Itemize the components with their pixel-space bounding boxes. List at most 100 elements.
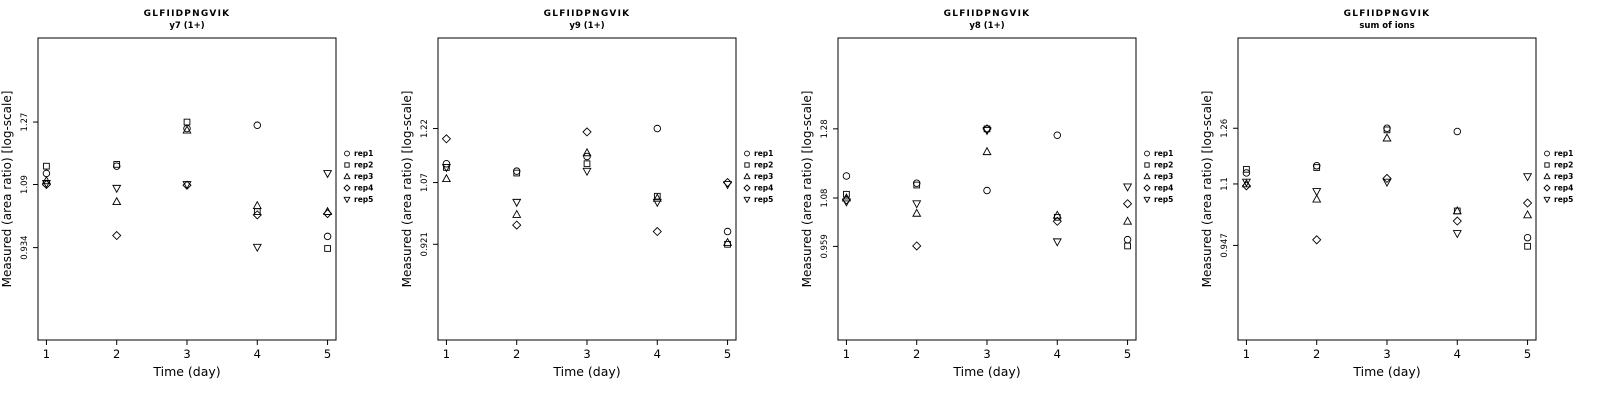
y-axis-label: Measured (area ratio) [log-scale] <box>400 91 414 288</box>
point-rep5-day1 <box>1241 178 1251 188</box>
legend-marker-rep3 <box>1143 172 1151 180</box>
point-rep3-day5 <box>1523 210 1533 219</box>
legend-label: rep4 <box>354 184 373 193</box>
point-rep2-day2 <box>513 169 521 177</box>
point-rep3-day3 <box>182 125 192 134</box>
legend-marker-rep2 <box>344 162 350 168</box>
y-tick-label: 1.28 <box>820 119 830 138</box>
y-tick-label: 1.08 <box>820 189 830 208</box>
point-rep2-day2 <box>113 161 121 168</box>
point-rep3-day4 <box>1452 206 1462 215</box>
point-rep5-day5 <box>323 170 333 179</box>
point-rep5-day4 <box>252 243 262 253</box>
point-rep4-day4 <box>1452 216 1462 226</box>
legend-label: rep5 <box>754 195 773 204</box>
y-axis-label: Measured (area ratio) [log-scale] <box>1200 91 1214 288</box>
legend: rep1 rep2 rep3 rep4 rep5 <box>743 149 773 204</box>
point-rep4-day4 <box>652 226 662 237</box>
legend-marker-rep3 <box>343 172 351 180</box>
legend: rep1 rep2 rep3 rep4 rep5 <box>1143 149 1173 204</box>
legend-marker-rep3 <box>743 172 751 180</box>
point-rep2-day1 <box>1243 165 1250 173</box>
y-tick-label: 1.27 <box>20 113 30 132</box>
legend-label: rep5 <box>1554 195 1573 204</box>
y-tick-label: 1.09 <box>20 175 30 194</box>
x-tick-label: 2 <box>913 347 920 361</box>
point-rep3-day5 <box>323 206 333 215</box>
panel-y8: GLFIIDPNGVIK y8 (1+) Measured (area ratio)… <box>800 9 1173 379</box>
x-tick-label: 1 <box>43 347 50 361</box>
x-tick-label: 1 <box>843 347 850 361</box>
point-rep1-day4 <box>253 121 262 130</box>
point-rep3-day2 <box>912 208 922 217</box>
point-rep4-day3 <box>1382 173 1392 184</box>
legend-label: rep2 <box>1554 161 1573 170</box>
point-rep1-day4 <box>1453 127 1462 136</box>
panel-title: GLFIIDPNGVIK <box>144 9 231 19</box>
legend-marker-rep4 <box>1143 184 1151 192</box>
legend-label: rep3 <box>1154 172 1173 181</box>
point-rep1-day3 <box>1383 124 1391 132</box>
x-tick-label: 2 <box>513 347 520 361</box>
point-rep5-day3 <box>982 127 992 136</box>
panel-title: GLFIIDPNGVIK <box>944 9 1031 19</box>
point-rep4-day5 <box>1122 199 1133 209</box>
y-axis-label: Measured (area ratio) [log-scale] <box>0 91 14 288</box>
point-rep2-day5 <box>324 245 331 252</box>
y-tick-label: 0.959 <box>820 234 830 258</box>
legend-label: rep5 <box>1154 195 1173 204</box>
x-tick-label: 4 <box>1454 347 1461 361</box>
point-rep1-day1 <box>442 160 451 168</box>
point-rep2-day2 <box>1313 164 1321 171</box>
x-axis-label: Time (day) <box>952 364 1020 379</box>
x-tick-label: 3 <box>1383 347 1390 361</box>
point-rep4-day4 <box>1052 216 1062 226</box>
legend-label: rep3 <box>1554 172 1573 181</box>
panel-sum: GLFIIDPNGVIK sum of ions Measured (area ra… <box>1200 9 1573 379</box>
point-rep5-day3 <box>182 181 192 190</box>
panel-subtitle: y9 (1+) <box>569 21 604 31</box>
point-rep5-day4 <box>1452 230 1462 239</box>
y-tick-label: 1.07 <box>420 173 430 192</box>
legend-label: rep3 <box>754 172 773 181</box>
legend-marker-rep3 <box>1543 172 1551 180</box>
point-rep3-day4 <box>652 193 662 202</box>
legend-marker-rep2 <box>1144 162 1150 168</box>
point-rep1-day4 <box>1053 131 1062 139</box>
point-rep2-day3 <box>1383 126 1391 134</box>
point-rep2-day5 <box>1524 242 1531 250</box>
point-rep4-day2 <box>1312 235 1322 245</box>
point-rep2-day5 <box>1124 242 1131 250</box>
legend: rep1 rep2 rep3 rep4 rep5 <box>343 149 373 204</box>
x-tick-label: 2 <box>113 347 120 361</box>
point-rep5-day3 <box>582 167 592 177</box>
point-rep4-day2 <box>112 230 122 241</box>
legend-label: rep1 <box>1154 149 1173 158</box>
point-rep5-day4 <box>652 198 662 208</box>
plot-box <box>1237 37 1537 341</box>
point-rep1-day1 <box>42 169 51 178</box>
point-rep4-day4 <box>252 210 262 220</box>
point-rep1-day2 <box>512 167 521 175</box>
x-tick-label: 5 <box>1124 347 1131 361</box>
panel-title: GLFIIDPNGVIK <box>544 9 631 19</box>
point-rep3-day2 <box>112 196 122 206</box>
point-rep3-day5 <box>723 237 733 246</box>
point-rep1-day2 <box>912 179 921 187</box>
legend-marker-rep5 <box>743 196 751 204</box>
legend: rep1 rep2 rep3 rep4 rep5 <box>1543 149 1573 204</box>
point-rep1-day1 <box>1242 169 1251 177</box>
legend-label: rep3 <box>354 172 373 181</box>
point-rep4-day1 <box>441 134 452 144</box>
panel-title: GLFIIDPNGVIK <box>1344 9 1431 19</box>
x-axis-label: Time (day) <box>152 364 220 379</box>
point-rep2-day1 <box>43 162 50 170</box>
legend-label: rep5 <box>354 195 373 204</box>
legend-label: rep1 <box>754 149 773 158</box>
point-rep4-day5 <box>1522 198 1533 208</box>
point-rep2-day3 <box>583 160 591 168</box>
y-tick-label: 1.26 <box>1220 119 1230 138</box>
legend-marker-rep5 <box>1143 196 1151 204</box>
y-tick-label: 0.947 <box>1220 233 1230 257</box>
